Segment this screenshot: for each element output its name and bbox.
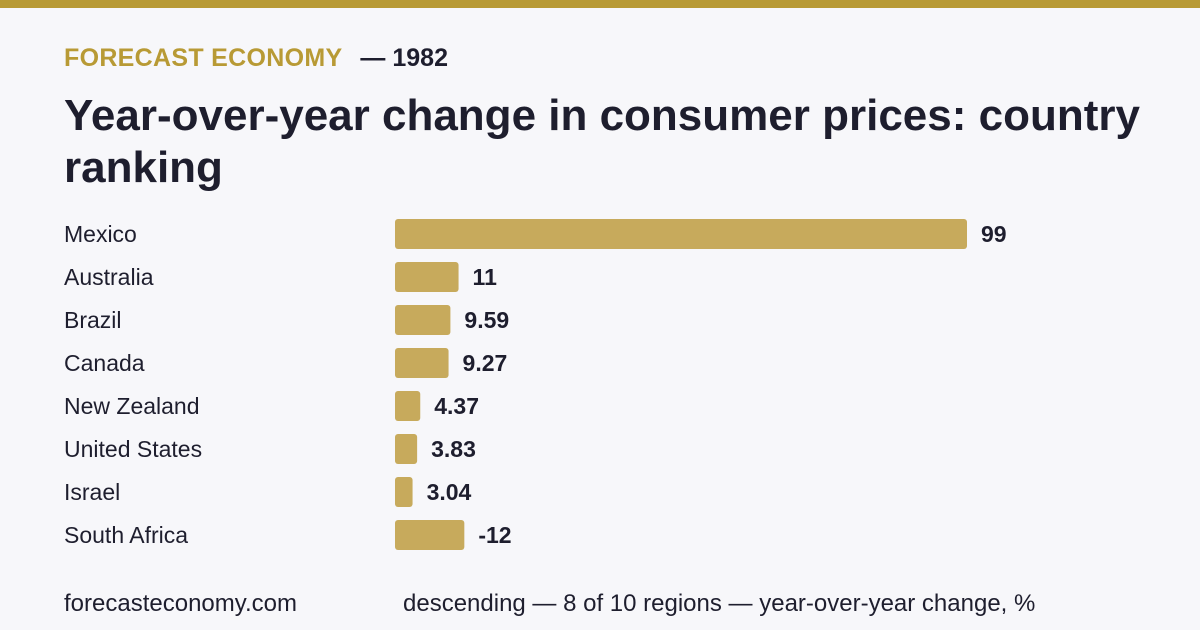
footer-note: descending — 8 of 10 regions — year-over…	[403, 590, 1036, 617]
value-label-south-africa: -12	[478, 522, 511, 548]
bar-south-africa	[395, 520, 465, 550]
category-label-brazil: Brazil	[64, 307, 122, 333]
brand-name: FORECAST ECONOMY	[64, 44, 343, 72]
top-accent-rule	[0, 0, 1200, 8]
bar-mexico	[395, 219, 967, 249]
category-label-australia: Australia	[64, 264, 154, 290]
bar-australia	[395, 262, 459, 292]
bar-new-zealand	[395, 391, 421, 421]
category-label-mexico: Mexico	[64, 221, 137, 247]
bar-chart: Mexico 99 Australia 11 Brazil 9.59 Canada 9.27 N…	[64, 219, 1007, 550]
value-label-canada: 9.27	[463, 350, 508, 376]
chart-title: Year-over-year change in consumer prices…	[64, 91, 1140, 192]
value-label-united-states: 3.83	[431, 436, 476, 462]
category-label-united-states: United States	[64, 436, 202, 462]
category-label-new-zealand: New Zealand	[64, 393, 200, 419]
value-label-mexico: 99	[981, 221, 1007, 247]
kicker: FORECAST ECONOMY — 1982	[64, 44, 448, 73]
bar-canada	[395, 348, 449, 378]
bar-united-states	[395, 434, 418, 464]
category-label-canada: Canada	[64, 350, 145, 376]
category-label-south-africa: South Africa	[64, 522, 188, 548]
value-label-australia: 11	[473, 264, 498, 290]
bar-brazil	[395, 305, 451, 335]
value-label-israel: 3.04	[427, 479, 472, 505]
value-label-new-zealand: 4.37	[434, 393, 479, 419]
value-label-brazil: 9.59	[464, 307, 509, 333]
footer-site: forecasteconomy.com	[64, 590, 297, 617]
bar-israel	[395, 477, 413, 507]
category-label-israel: Israel	[64, 479, 120, 505]
edition-year: — 1982	[360, 44, 448, 72]
